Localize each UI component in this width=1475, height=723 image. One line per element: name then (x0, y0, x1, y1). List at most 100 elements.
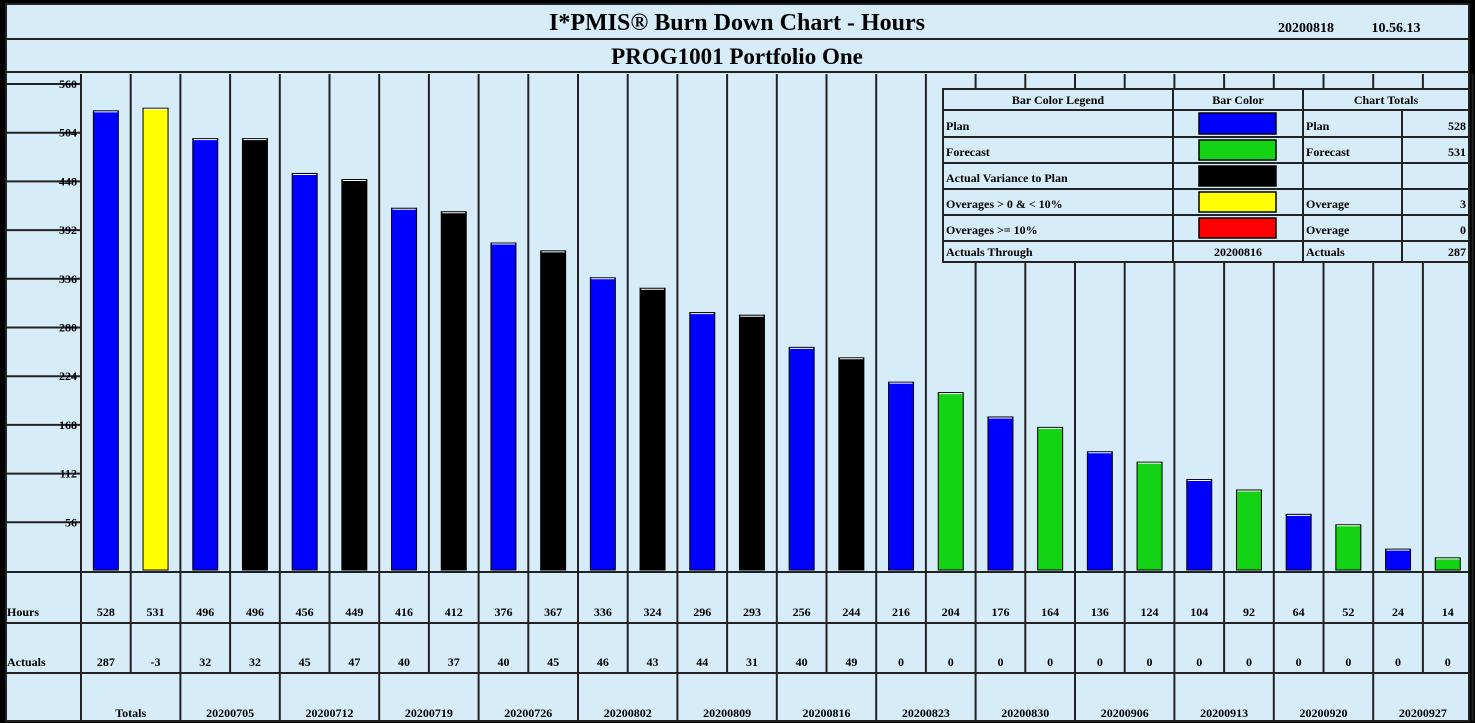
bar-forecast (1335, 524, 1362, 571)
total-value: 0 (1460, 223, 1466, 237)
hours-value: 216 (892, 605, 910, 619)
hours-value: 336 (594, 605, 612, 619)
actuals-value: 40 (796, 655, 808, 669)
legend-color-header: Bar Color (1212, 93, 1264, 107)
hours-row-label: Hours (7, 605, 39, 619)
bar-actual_variance (241, 138, 268, 571)
hours-value: 496 (196, 605, 214, 619)
hours-value: 376 (494, 605, 512, 619)
period-label: 20200816 (803, 706, 851, 720)
actuals-value: 40 (497, 655, 509, 669)
bar-plan (192, 138, 219, 571)
hours-value: 367 (544, 605, 562, 619)
total-label: Plan (1306, 119, 1330, 133)
actuals-value: 32 (249, 655, 261, 669)
bar-plan (589, 277, 616, 571)
hours-value: 92 (1243, 605, 1255, 619)
bar-forecast (1037, 426, 1064, 571)
legend-label: Overages > 0 & < 10% (946, 197, 1063, 211)
actuals-value: 287 (97, 655, 115, 669)
hours-value: 204 (942, 605, 960, 619)
actuals-through-value: 20200816 (1214, 245, 1262, 259)
bar-actual_variance (440, 211, 467, 571)
legend-swatch (1198, 112, 1277, 135)
period-label: 20200913 (1200, 706, 1248, 720)
bar-plan (1285, 513, 1312, 571)
bar-forecast (937, 392, 964, 571)
actuals-value: 0 (1047, 655, 1053, 669)
bar-actual_variance (738, 314, 765, 571)
y-tick-label: 56 (65, 515, 77, 529)
actuals-value: 37 (448, 655, 460, 669)
bar-forecast (1235, 489, 1262, 571)
actuals-total-value: 287 (1448, 245, 1466, 259)
hours-value: 528 (97, 605, 115, 619)
actuals-value: 40 (398, 655, 410, 669)
actuals-value: 0 (1345, 655, 1351, 669)
bar-actual_variance (639, 287, 666, 571)
legend-label: Overages >= 10% (946, 223, 1038, 237)
period-label: 20200719 (405, 706, 453, 720)
actuals-value: 44 (696, 655, 708, 669)
legend-swatch (1198, 139, 1277, 161)
legend-label: Forecast (946, 145, 990, 159)
hours-value: 256 (793, 605, 811, 619)
actuals-through-label: Actuals Through (946, 245, 1033, 259)
hours-value: 52 (1342, 605, 1354, 619)
actuals-value: 0 (1445, 655, 1451, 669)
bar-plan (92, 110, 119, 571)
period-label: Totals (115, 706, 146, 720)
y-tick-label: 448 (59, 174, 77, 188)
y-tick-label: 112 (60, 467, 77, 481)
bar-forecast (1136, 461, 1163, 571)
actuals-value: 31 (746, 655, 758, 669)
actuals-value: -3 (151, 655, 161, 669)
y-tick-label: 168 (59, 418, 77, 432)
period-label: 20200712 (306, 706, 354, 720)
hours-value: 296 (693, 605, 711, 619)
period-label: 20200726 (504, 706, 552, 720)
actuals-value: 46 (597, 655, 609, 669)
actuals-value: 0 (1196, 655, 1202, 669)
hours-value: 412 (445, 605, 463, 619)
hours-value: 14 (1442, 605, 1454, 619)
legend-label: Actual Variance to Plan (946, 171, 1068, 185)
bar-plan (1086, 451, 1113, 571)
bar-plan (1186, 479, 1213, 571)
hours-value: 176 (991, 605, 1009, 619)
chart-border (5, 3, 1470, 722)
hours-value: 293 (743, 605, 761, 619)
bar-overage_lt_10 (142, 107, 169, 571)
bar-forecast (1434, 557, 1461, 571)
actuals-value: 0 (1147, 655, 1153, 669)
page-title: I*PMIS® Burn Down Chart - Hours (549, 10, 925, 36)
y-tick-label: 280 (59, 321, 77, 335)
legend-label: Plan (946, 119, 970, 133)
bar-actual_variance (540, 250, 567, 571)
actuals-value: 0 (948, 655, 954, 669)
legend-swatch (1198, 217, 1277, 239)
chart-subtitle: PROG1001 Portfolio One (611, 44, 863, 69)
period-label: 20200906 (1101, 706, 1149, 720)
y-tick-label: 336 (59, 272, 77, 286)
actuals-value: 45 (299, 655, 311, 669)
period-label: 20200927 (1399, 706, 1447, 720)
bar-plan (788, 346, 815, 571)
total-value: 531 (1448, 145, 1466, 159)
actuals-value: 45 (547, 655, 559, 669)
y-tick-label: 560 (59, 77, 77, 91)
actuals-row-label: Actuals (7, 655, 46, 669)
hours-value: 244 (842, 605, 860, 619)
hours-value: 496 (246, 605, 264, 619)
report-time: 10.56.13 (1372, 21, 1421, 36)
actuals-total-label: Actuals (1306, 245, 1345, 259)
period-label: 20200920 (1300, 706, 1348, 720)
total-value: 3 (1460, 197, 1466, 211)
legend-swatch (1198, 191, 1277, 213)
y-tick-label: 224 (59, 369, 77, 383)
total-label: Overage (1306, 223, 1350, 237)
hours-value: 164 (1041, 605, 1059, 619)
bar-plan (490, 242, 517, 571)
actuals-value: 0 (1296, 655, 1302, 669)
